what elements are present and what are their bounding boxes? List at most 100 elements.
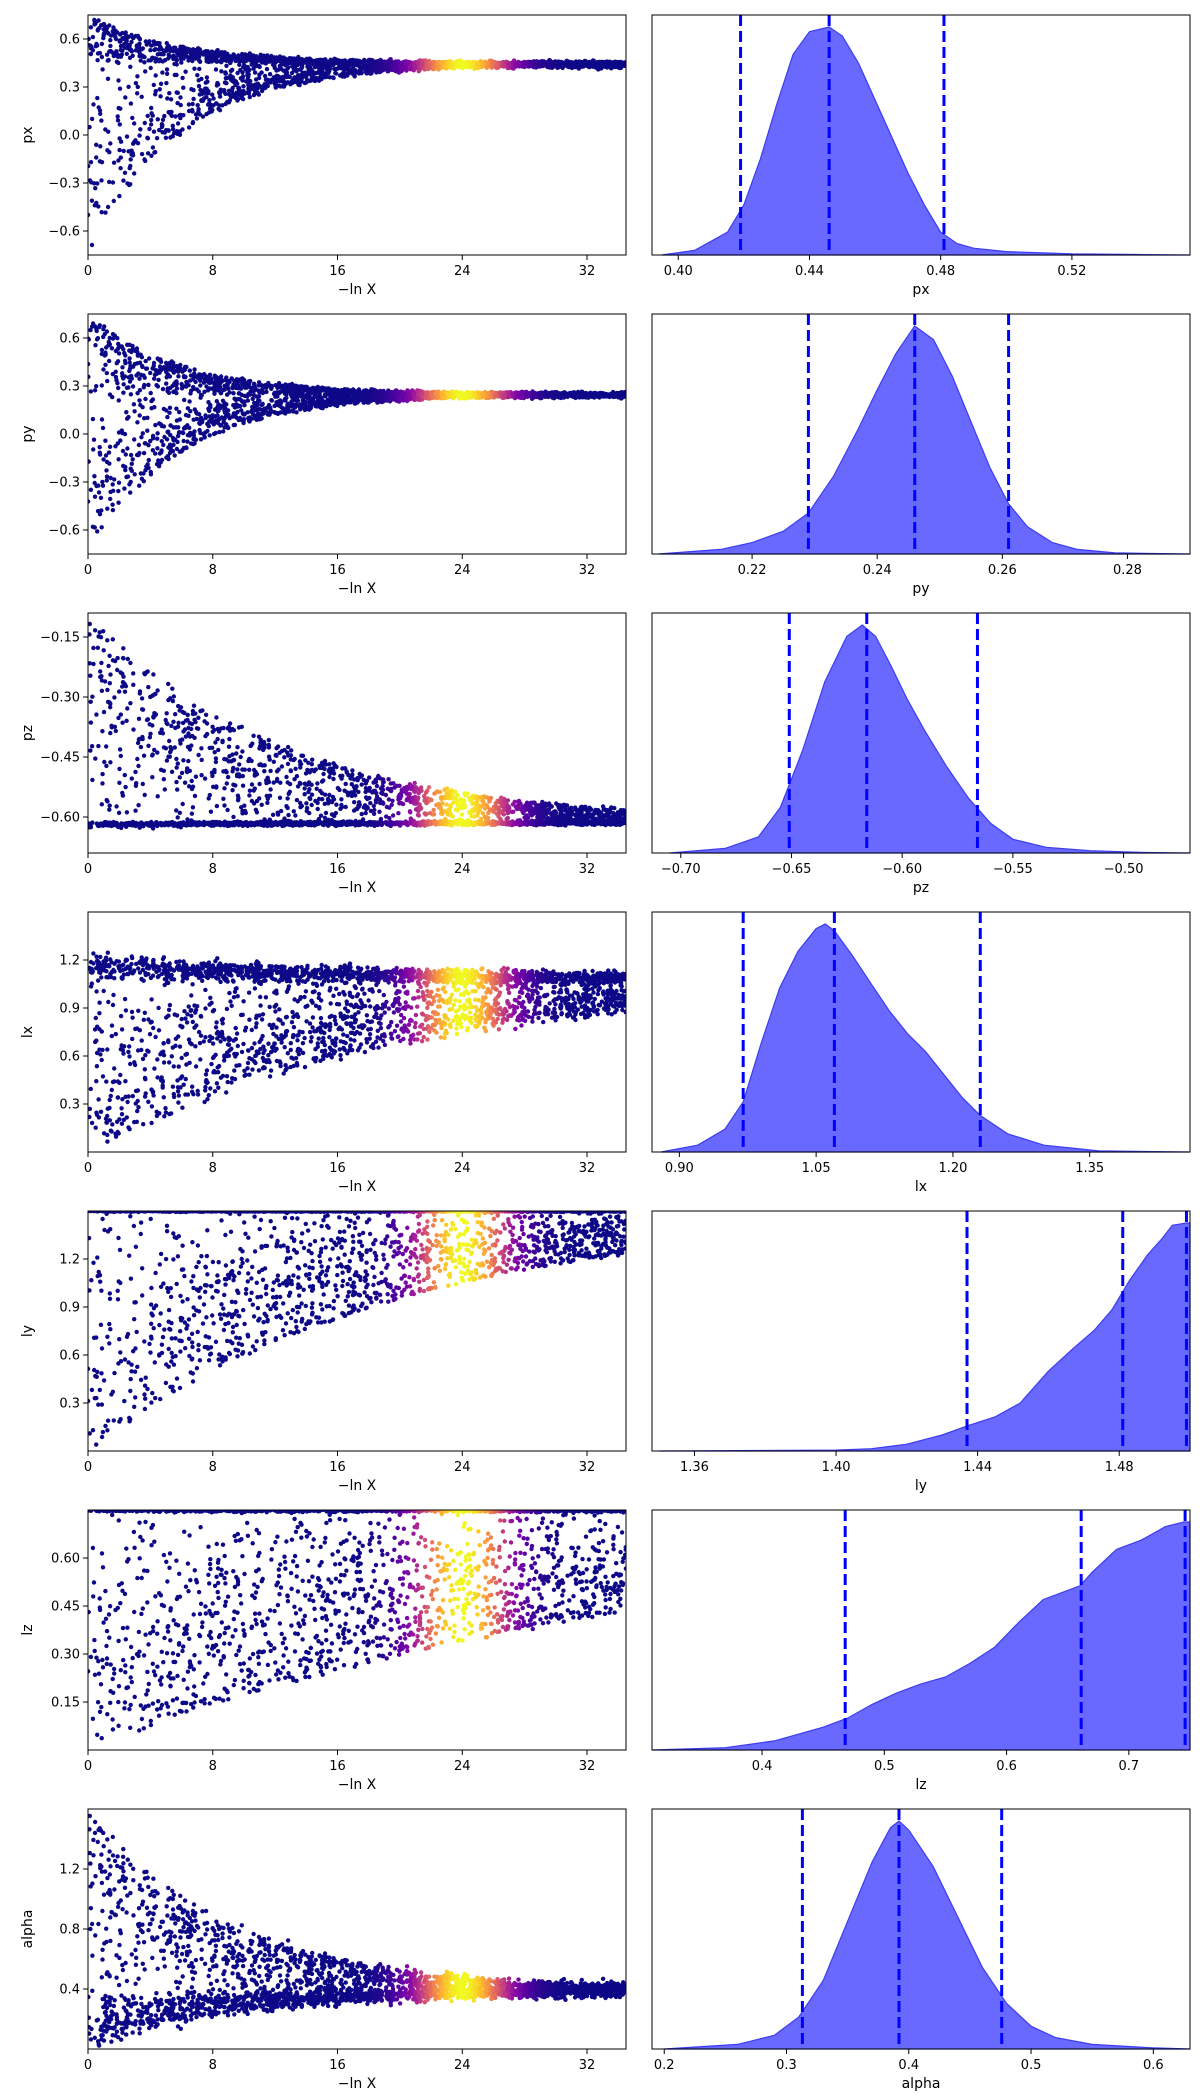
trace-point — [250, 396, 255, 402]
trace-point — [118, 39, 123, 44]
trace-point — [174, 406, 179, 411]
trace-point — [240, 96, 246, 102]
trace-point — [162, 434, 167, 440]
trace-point — [149, 117, 154, 123]
trace-point — [114, 52, 119, 57]
trace-point — [184, 445, 189, 450]
trace-point — [327, 75, 332, 80]
trace-point — [137, 53, 142, 59]
trace-point — [143, 158, 148, 164]
trace-point — [151, 42, 157, 47]
trace-point — [155, 384, 161, 389]
trace-point — [314, 75, 319, 81]
trace-point — [565, 394, 570, 399]
trace-point — [412, 397, 417, 403]
trace-point — [204, 53, 209, 58]
trace-point — [103, 453, 109, 458]
trace-point — [542, 61, 547, 67]
trace-point — [569, 60, 574, 65]
trace-point — [601, 60, 607, 65]
trace-point — [123, 464, 128, 470]
trace-point — [119, 52, 125, 57]
trace-point — [196, 78, 201, 83]
trace-point — [209, 376, 214, 381]
trace-point — [88, 389, 94, 394]
x-tick-label: 0.48 — [926, 264, 955, 279]
trace-point — [185, 406, 191, 411]
trace-point — [107, 179, 112, 185]
trace-point — [98, 144, 103, 149]
trace-point — [175, 439, 180, 445]
trace-points — [88, 321, 626, 534]
trace-point — [121, 382, 126, 387]
trace-point — [393, 63, 399, 69]
trace-point — [200, 98, 206, 103]
trace-point — [224, 402, 229, 407]
trace-point — [138, 58, 143, 63]
trace-point — [160, 386, 166, 392]
trace-point — [161, 52, 166, 57]
trace-point — [139, 435, 144, 440]
trace-point — [157, 421, 162, 426]
trace-point — [212, 389, 217, 394]
trace-point — [110, 180, 116, 185]
trace-point — [348, 70, 354, 75]
trace-point — [578, 61, 583, 67]
trace-point — [269, 398, 275, 403]
trace-point — [290, 77, 295, 83]
trace-point — [160, 70, 165, 75]
trace-point — [218, 53, 223, 58]
trace-point — [254, 54, 259, 59]
trace-point — [148, 48, 153, 53]
trace-point — [278, 84, 283, 89]
trace-point — [104, 25, 110, 30]
trace-point — [154, 56, 159, 61]
trace-point — [289, 56, 294, 61]
trace-point — [230, 91, 236, 97]
trace-point — [168, 54, 173, 59]
trace-point — [140, 46, 145, 51]
trace-point — [374, 70, 379, 75]
trace-point — [170, 127, 176, 132]
trace-point — [128, 490, 133, 495]
trace-point — [91, 102, 96, 107]
trace-point — [240, 70, 245, 75]
trace-point — [97, 445, 102, 450]
trace-point — [108, 38, 113, 43]
trace-point — [275, 385, 280, 390]
posterior-density — [661, 26, 1191, 256]
trace-point — [156, 458, 161, 463]
trace-point — [208, 402, 213, 408]
trace-point — [239, 408, 244, 413]
trace-point — [307, 70, 312, 76]
trace-point — [195, 73, 200, 78]
trace-point — [396, 59, 401, 65]
trace-point — [127, 182, 132, 188]
trace-point — [250, 83, 255, 88]
trace-point — [103, 127, 108, 132]
trace-point — [193, 112, 199, 117]
trace-point — [123, 467, 128, 473]
trace-point — [379, 66, 384, 71]
trace-point — [138, 127, 143, 132]
trace-point — [178, 102, 183, 108]
trace-point — [92, 480, 97, 486]
trace-point — [138, 402, 143, 408]
trace-point — [142, 54, 147, 60]
trace-point — [100, 67, 105, 72]
trace-point — [225, 57, 230, 62]
trace-point — [137, 388, 143, 393]
trace-point — [158, 81, 164, 87]
trace-point — [223, 76, 229, 81]
trace-point — [122, 170, 128, 175]
trace-point — [385, 69, 390, 74]
trace-point — [307, 60, 312, 66]
trace-point — [118, 166, 123, 171]
trace-point — [137, 413, 142, 418]
trace-point — [88, 160, 94, 165]
trace-point — [159, 122, 165, 127]
trace-point — [259, 70, 264, 75]
trace-point — [149, 105, 154, 111]
trace-point — [118, 155, 124, 160]
